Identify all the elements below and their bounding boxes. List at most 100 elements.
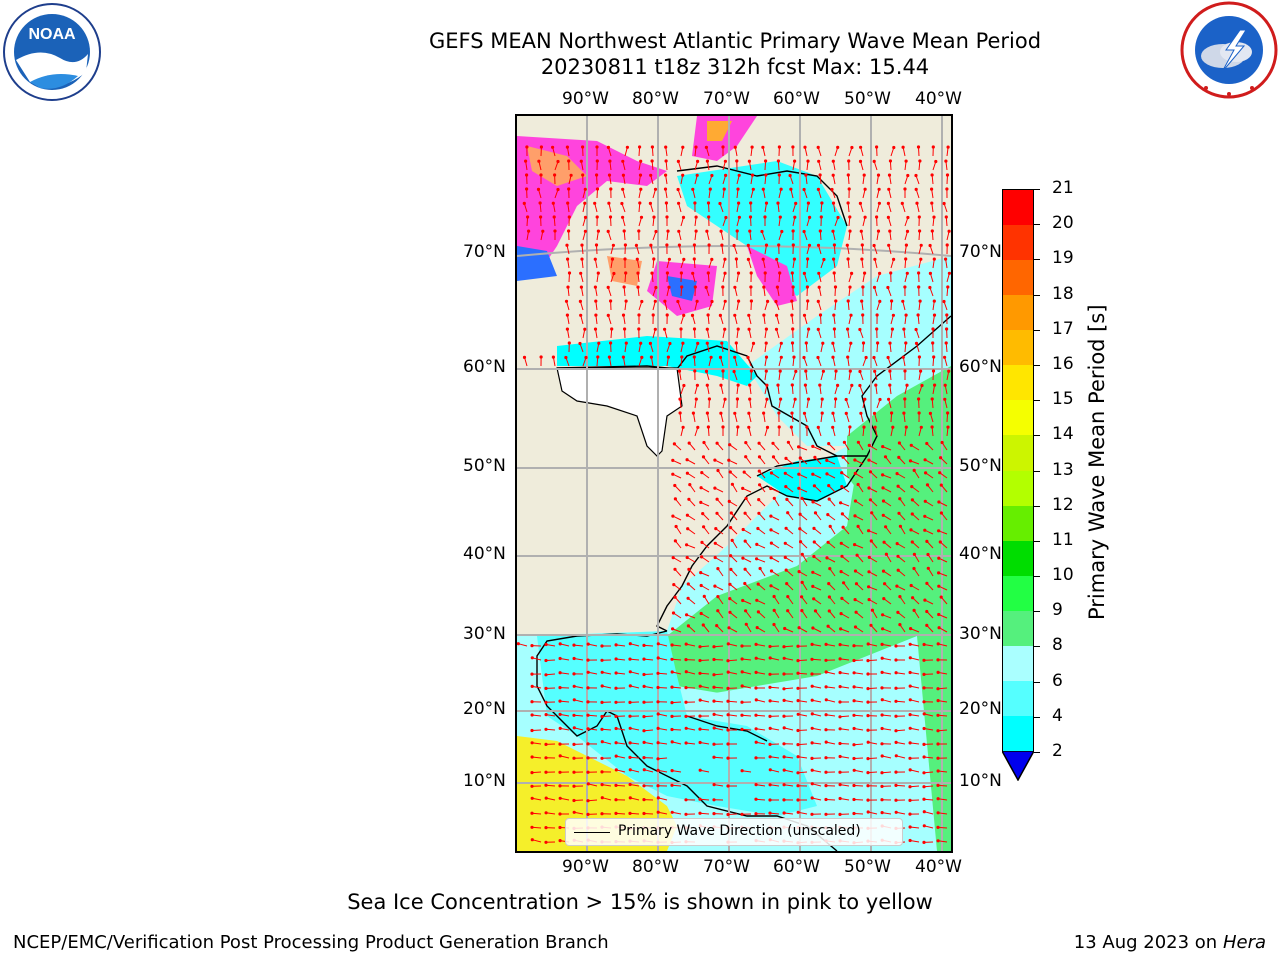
wave-arrow-head: [637, 313, 641, 317]
wave-arrow-head: [614, 714, 618, 719]
wave-arrow-head: [912, 566, 916, 571]
wave-arrow-head: [754, 686, 758, 690]
wave-arrow-head: [869, 623, 873, 627]
wave-arrow-head: [936, 825, 940, 830]
colorbar-tick-label: 18: [1052, 283, 1074, 304]
wave-arrow-head: [677, 201, 681, 205]
wave-arrow-head: [724, 215, 728, 220]
colorbar-tick-label: 17: [1052, 318, 1074, 339]
wave-arrow-head: [729, 511, 733, 515]
wave-arrow-head: [930, 173, 934, 177]
wave-arrow-head: [830, 187, 834, 192]
wave-arrow-head: [895, 584, 899, 588]
wave-arrow-head: [768, 644, 772, 649]
wave-arrow-head: [813, 609, 818, 613]
wave-arrow-head: [607, 173, 612, 177]
wave-arrow-head: [695, 173, 699, 177]
wave-arrow-head: [566, 201, 570, 205]
wave-arrow-head: [894, 699, 898, 703]
wave-arrow-head: [881, 499, 886, 503]
wave-arrow-head: [581, 145, 585, 149]
wave-arrow-head: [628, 768, 632, 772]
wave-arrow-head: [586, 670, 590, 674]
wave-arrow-head: [692, 355, 696, 359]
wave-arrow-head: [776, 159, 780, 163]
colorbar-tick-mark: [1034, 646, 1040, 648]
wave-arrow-head: [867, 598, 871, 602]
wave-arrow-head: [832, 313, 836, 317]
wave-arrow-head: [914, 187, 918, 192]
wave-arrow-head: [859, 411, 863, 415]
wave-arrow-head: [858, 327, 862, 332]
wave-arrow-head: [522, 355, 527, 359]
wave-arrow-head: [811, 444, 815, 448]
wave-arrow-head: [796, 728, 800, 733]
wave-arrow-head: [818, 229, 822, 233]
wave-arrow-head: [860, 299, 864, 303]
wave-arrow-head: [769, 514, 773, 518]
wave-arrow-head: [698, 645, 702, 649]
wave-arrow-head: [782, 768, 786, 772]
wave-arrow-head: [852, 797, 856, 802]
wave-arrow-head: [544, 642, 548, 647]
wave-arrow-head: [744, 455, 748, 459]
wave-arrow-head: [848, 215, 852, 219]
footer-date: 13 Aug 2023 on Hera: [1074, 932, 1266, 953]
wave-arrow-head: [866, 784, 870, 788]
wave-arrow-head: [894, 729, 898, 733]
wave-arrow-head: [595, 145, 599, 149]
wave-arrow-head: [715, 497, 719, 501]
wave-arrow-head: [790, 383, 794, 387]
wave-arrow-head: [768, 672, 772, 676]
wave-arrow-head: [544, 713, 548, 717]
wave-arrow-head: [904, 159, 908, 163]
wave-arrow-head: [551, 355, 556, 359]
wave-arrow-head: [693, 369, 697, 373]
wave-arrow-head: [873, 425, 877, 429]
wave-arrow-head: [754, 642, 758, 647]
wave-arrow-head: [553, 173, 557, 177]
wave-arrow-head: [832, 327, 836, 331]
wave-arrow-head: [642, 811, 646, 816]
wave-arrow-head: [721, 145, 725, 149]
wave-arrow-head: [908, 656, 912, 660]
wave-arrow-head: [852, 644, 856, 648]
wave-arrow-head: [836, 145, 840, 149]
wave-arrow-head: [539, 355, 543, 359]
wave-arrow-head: [805, 285, 809, 289]
wave-arrow-head: [719, 383, 723, 387]
wave-arrow-head: [749, 299, 753, 303]
wave-arrow-head: [880, 698, 884, 702]
wave-arrow-head: [840, 485, 844, 489]
wave-arrow-head: [610, 257, 615, 261]
wave-arrow-head: [614, 726, 618, 731]
wave-arrow-head: [670, 643, 674, 647]
wave-arrow-head: [579, 285, 584, 289]
wave-arrow-head: [726, 642, 730, 646]
wave-arrow-head: [670, 701, 674, 705]
wave-arrow-head: [698, 714, 702, 718]
wave-arrow-head: [747, 327, 751, 331]
wave-arrow-head: [579, 271, 583, 275]
wave-arrow-head: [863, 397, 867, 401]
wave-arrow-head: [945, 187, 949, 191]
wave-arrow-head: [706, 201, 711, 205]
wave-arrow-head: [790, 313, 794, 317]
wave-arrow-head: [824, 728, 828, 732]
wave-arrow-head: [635, 257, 639, 261]
wave-arrow-head: [922, 700, 926, 704]
wave-arrow-head: [866, 728, 870, 732]
wave-arrow-head: [867, 570, 871, 574]
wave-arrow-head: [771, 441, 775, 445]
wave-arrow-head: [541, 229, 545, 233]
wave-arrow-head: [764, 243, 769, 247]
wave-arrow-head: [600, 670, 604, 674]
wave-arrow-head: [610, 327, 614, 331]
noaa-logo-text: NOAA: [28, 26, 76, 43]
wave-arrow-head: [825, 458, 829, 462]
colorbar-tick-mark: [1034, 470, 1040, 472]
wave-arrow-head: [696, 159, 700, 164]
wave-arrow-head: [754, 727, 758, 731]
wave-arrow-head: [881, 486, 885, 490]
wave-arrow-head: [922, 642, 926, 647]
